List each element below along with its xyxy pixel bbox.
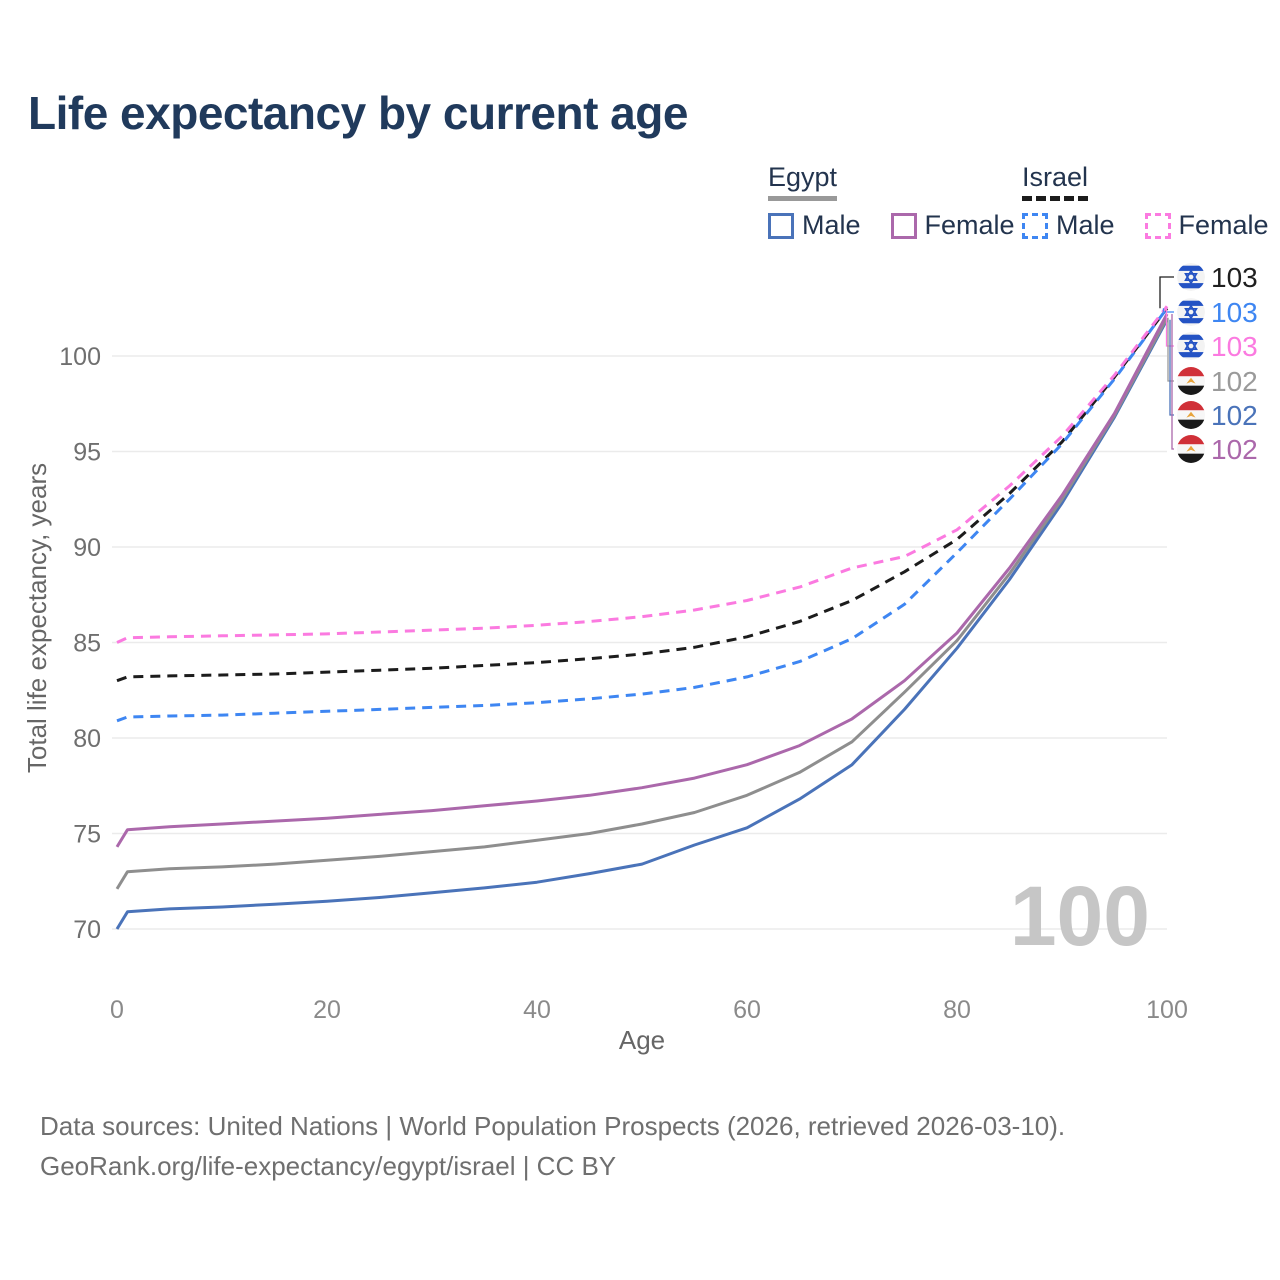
footer-attribution: GeoRank.org/life-expectancy/egypt/israel… [40,1151,617,1181]
series-line-israel-male[interactable] [116,307,1169,723]
series-line-egypt-both[interactable] [115,317,1169,890]
legend-item-israel-female[interactable]: Female [1144,210,1269,241]
x-tick-40: 40 [523,996,551,1024]
x-axis-label: Age [619,1025,665,1055]
israel-flag-icon [1177,298,1205,326]
connector-egypt-male [1169,319,1174,416]
legend-group-israel: Israel Male Female [1022,162,1269,241]
legend-country-israel: Israel [1022,162,1089,201]
x-tick-20: 20 [313,996,341,1024]
end-label-israel-both: 103 [1211,262,1258,293]
y-tick-85: 85 [73,630,101,658]
israel-female-swatch-icon [1144,212,1171,239]
legend-group-egypt: Egypt Male Female [768,162,1015,241]
connector-israel-both [1159,276,1174,309]
egypt-male-swatch-icon [768,212,794,239]
legend-label-israel-female: Female [1178,210,1269,240]
age-watermark: 100 [1010,869,1150,963]
end-label-egypt-female: 102 [1211,434,1258,465]
gridlines [112,355,1167,930]
end-label-egypt-both: 102 [1211,366,1258,397]
egypt-flag-icon [1177,401,1205,429]
y-tick-100: 100 [59,343,101,371]
israel-male-swatch-icon [1022,212,1048,239]
connector-egypt-both [1167,317,1174,382]
y-tick-70: 70 [73,916,101,944]
legend-item-israel-male[interactable]: Male [1022,210,1115,241]
series-line-egypt-male[interactable] [115,318,1169,930]
series-line-israel-female[interactable] [116,305,1169,644]
legend-item-egypt-male[interactable]: Male [768,210,861,241]
footer: Data sources: United Nations | World Pop… [40,1106,1065,1186]
y-tick-90: 90 [73,534,101,562]
legend-label-egypt-female: Female [924,210,1015,240]
y-tick-80: 80 [73,725,101,753]
y-tick-95: 95 [73,439,101,467]
footer-sources: Data sources: United Nations | World Pop… [40,1111,1066,1141]
x-tick-60: 60 [733,996,761,1024]
legend-label-egypt-male: Male [802,210,861,240]
legend-item-egypt-female[interactable]: Female [890,210,1015,241]
page-title: Life expectancy by current age [28,87,688,139]
egypt-flag-icon [1177,435,1205,463]
connector-egypt-female [1171,314,1174,450]
series-line-egypt-female[interactable] [115,313,1169,848]
legend-country-egypt: Egypt [768,162,838,201]
end-label-israel-female: 103 [1211,331,1258,362]
end-label-israel-male: 103 [1211,297,1258,328]
series-line-israel-both[interactable] [116,307,1169,683]
y-tick-75: 75 [73,821,101,849]
end-label-egypt-male: 102 [1211,400,1258,431]
israel-flag-icon [1177,263,1205,291]
egypt-female-swatch-icon [890,212,917,239]
legend-label-israel-male: Male [1056,210,1115,240]
israel-flag-icon [1177,332,1205,360]
y-axis-label: Total life expectancy, years [22,463,52,773]
x-tick-100: 100 [1146,996,1188,1024]
x-tick-80: 80 [943,996,971,1024]
connector-israel-male [1162,308,1174,313]
series-lines [115,305,1169,930]
axis-ticks: 70 75 80 85 90 95 100 0 20 40 60 80 100 [59,343,1188,1024]
x-tick-0: 0 [110,996,124,1024]
egypt-flag-icon [1177,367,1205,395]
